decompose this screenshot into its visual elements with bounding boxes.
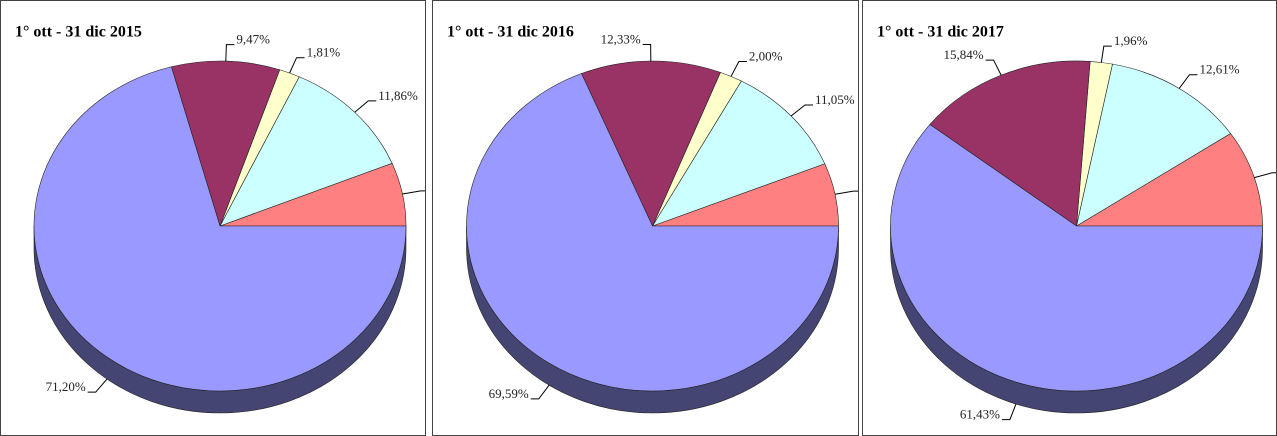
leader-line: [730, 60, 747, 77]
pie-slice: [219, 76, 393, 227]
chart-title: 1° ott - 31 dic 2017: [877, 24, 1004, 41]
data-label: 11,05%: [815, 92, 855, 107]
pie-slice: [33, 66, 407, 392]
data-label: 2,00%: [749, 48, 783, 63]
data-label: 71,20%: [46, 379, 86, 394]
leader-line: [354, 100, 377, 113]
data-label: 69,59%: [489, 386, 529, 401]
pie-chart: 1° ott - 31 dic 20179,61%12,61%1,96%15,8…: [862, 0, 1277, 436]
pie-chart: 1° ott - 31 dic 20156,24%11,86%1,81%9,47…: [0, 0, 426, 436]
leader-line: [985, 59, 1002, 76]
leader-line: [402, 190, 425, 195]
chart-title: 1° ott - 31 dic 2015: [15, 24, 142, 41]
pie-slice: [929, 60, 1091, 227]
leader-line: [1254, 172, 1276, 179]
leader-line: [87, 378, 108, 393]
pie-slice: [466, 73, 839, 392]
pie-slice: [581, 60, 721, 227]
data-label: 9,47%: [236, 32, 270, 47]
data-label: 12,33%: [601, 31, 641, 46]
leader-line: [1178, 74, 1198, 89]
pie-chart: 1° ott - 31 dic 20166,23%11,05%2,00%12,3…: [432, 0, 859, 436]
data-label: 1,81%: [307, 45, 341, 60]
leader-line: [289, 57, 305, 74]
data-label: 11,86%: [378, 88, 418, 103]
leader-line: [834, 190, 858, 195]
leader-line: [225, 44, 235, 62]
leader-line: [1001, 403, 1017, 421]
data-label: 12,61%: [1200, 62, 1240, 77]
chart-title: 1° ott - 31 dic 2016: [447, 24, 574, 41]
leader-line: [642, 44, 652, 62]
data-label: 15,84%: [943, 47, 983, 62]
pie-slice: [890, 124, 1263, 392]
pie-slice: [1075, 133, 1263, 227]
leader-line: [530, 384, 550, 400]
data-label: 61,43%: [960, 407, 1000, 422]
pie-slice: [651, 80, 826, 227]
data-label: 1,96%: [1114, 33, 1148, 48]
leader-line: [1100, 45, 1112, 63]
leader-line: [790, 104, 813, 117]
pie-slice: [1076, 63, 1231, 227]
